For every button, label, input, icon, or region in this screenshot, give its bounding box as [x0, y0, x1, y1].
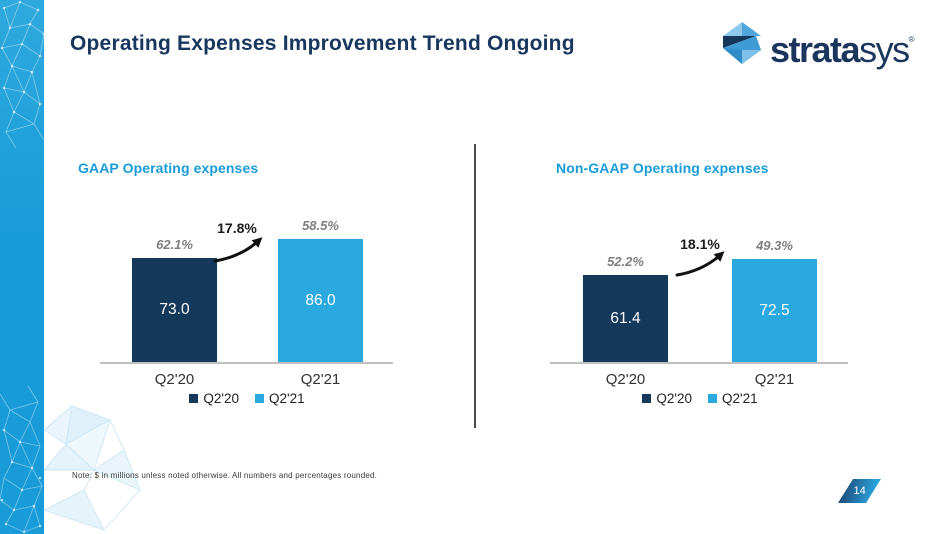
- gaap-value-q220: 73.0: [159, 301, 190, 318]
- footnote: Note: $ in millions unless noted otherwi…: [72, 471, 378, 480]
- logo-trademark: ®: [908, 35, 915, 44]
- nongaap-xlabel-q220: Q2'20: [605, 371, 646, 388]
- nongaap-legend-item-q220: Q2'20: [642, 391, 692, 406]
- gaap-legend-item-q221: Q2'21: [255, 391, 305, 406]
- gaap-bar-rect-q221: 86.0: [278, 239, 363, 362]
- nongaap-growth-arrow-icon: [675, 251, 725, 277]
- gaap-legend-label-q221: Q2'21: [269, 391, 305, 406]
- nongaap-legend-item-q221: Q2'21: [708, 391, 758, 406]
- page-title: Operating Expenses Improvement Trend Ong…: [70, 32, 575, 55]
- gaap-xlabel-q221: Q2'21: [300, 371, 341, 388]
- network-mesh-bottom-icon: [0, 385, 43, 534]
- nongaap-pct-q221: 49.3%: [756, 238, 793, 253]
- nongaap-bar-q220: 52.2% 61.4: [583, 254, 668, 362]
- gaap-growth-arrow-icon: [213, 237, 263, 263]
- nongaap-bar-rect-q221: 72.5: [732, 259, 817, 362]
- nongaap-change-pct: 18.1%: [680, 236, 720, 252]
- gaap-legend: Q2'20 Q2'21: [130, 391, 364, 406]
- gaap-legend-item-q220: Q2'20: [189, 391, 239, 406]
- gaap-legend-swatch-q220: [189, 394, 199, 403]
- gaap-pct-q220: 62.1%: [156, 237, 193, 252]
- logo-text-sys: sys: [859, 29, 910, 70]
- vertical-divider: [474, 144, 476, 428]
- nongaap-legend: Q2'20 Q2'21: [583, 391, 817, 406]
- gaap-bar-q220: 62.1% 73.0: [132, 237, 217, 362]
- stratasys-logo-text: stratasys®: [770, 16, 914, 74]
- stratasys-logo-icon: [723, 22, 761, 64]
- nongaap-bar-q221: 49.3% 72.5: [732, 238, 817, 362]
- stratasys-logo: stratasys®: [720, 16, 914, 74]
- page-number-badge: 14: [838, 479, 881, 503]
- side-accent-band: [0, 0, 44, 534]
- gaap-bar-q221: 58.5% 86.0: [278, 218, 363, 362]
- nongaap-x-axis: [550, 362, 848, 364]
- nongaap-xlabel-q221: Q2'21: [754, 371, 795, 388]
- nongaap-value-q220: 61.4: [610, 309, 641, 327]
- network-mesh-watermark-icon: [44, 404, 141, 531]
- gaap-chart-title: GAAP Operating expenses: [78, 160, 259, 176]
- gaap-value-q221: 86.0: [305, 291, 336, 309]
- page-number: 14: [853, 485, 866, 497]
- nongaap-chart-title: Non-GAAP Operating expenses: [556, 160, 769, 176]
- gaap-xlabel-q220: Q2'20: [154, 371, 195, 388]
- nongaap-value-q221: 72.5: [759, 301, 790, 319]
- gaap-pct-q221: 58.5%: [302, 218, 339, 233]
- nongaap-legend-label-q220: Q2'20: [656, 391, 692, 406]
- gaap-legend-swatch-q221: [255, 394, 264, 403]
- network-mesh-top-icon: [0, 0, 44, 149]
- gaap-change-pct: 17.8%: [217, 220, 257, 236]
- nongaap-pct-q220: 52.2%: [607, 254, 644, 269]
- nongaap-bar-rect-q220: 61.4: [583, 275, 668, 362]
- nongaap-legend-swatch-q220: [642, 394, 652, 403]
- gaap-bar-rect-q220: 73.0: [132, 258, 217, 362]
- gaap-x-axis: [100, 362, 393, 364]
- nongaap-legend-label-q221: Q2'21: [722, 391, 758, 406]
- logo-text-strata: strata: [770, 29, 861, 70]
- gaap-legend-label-q220: Q2'20: [203, 391, 239, 406]
- nongaap-legend-swatch-q221: [708, 394, 717, 403]
